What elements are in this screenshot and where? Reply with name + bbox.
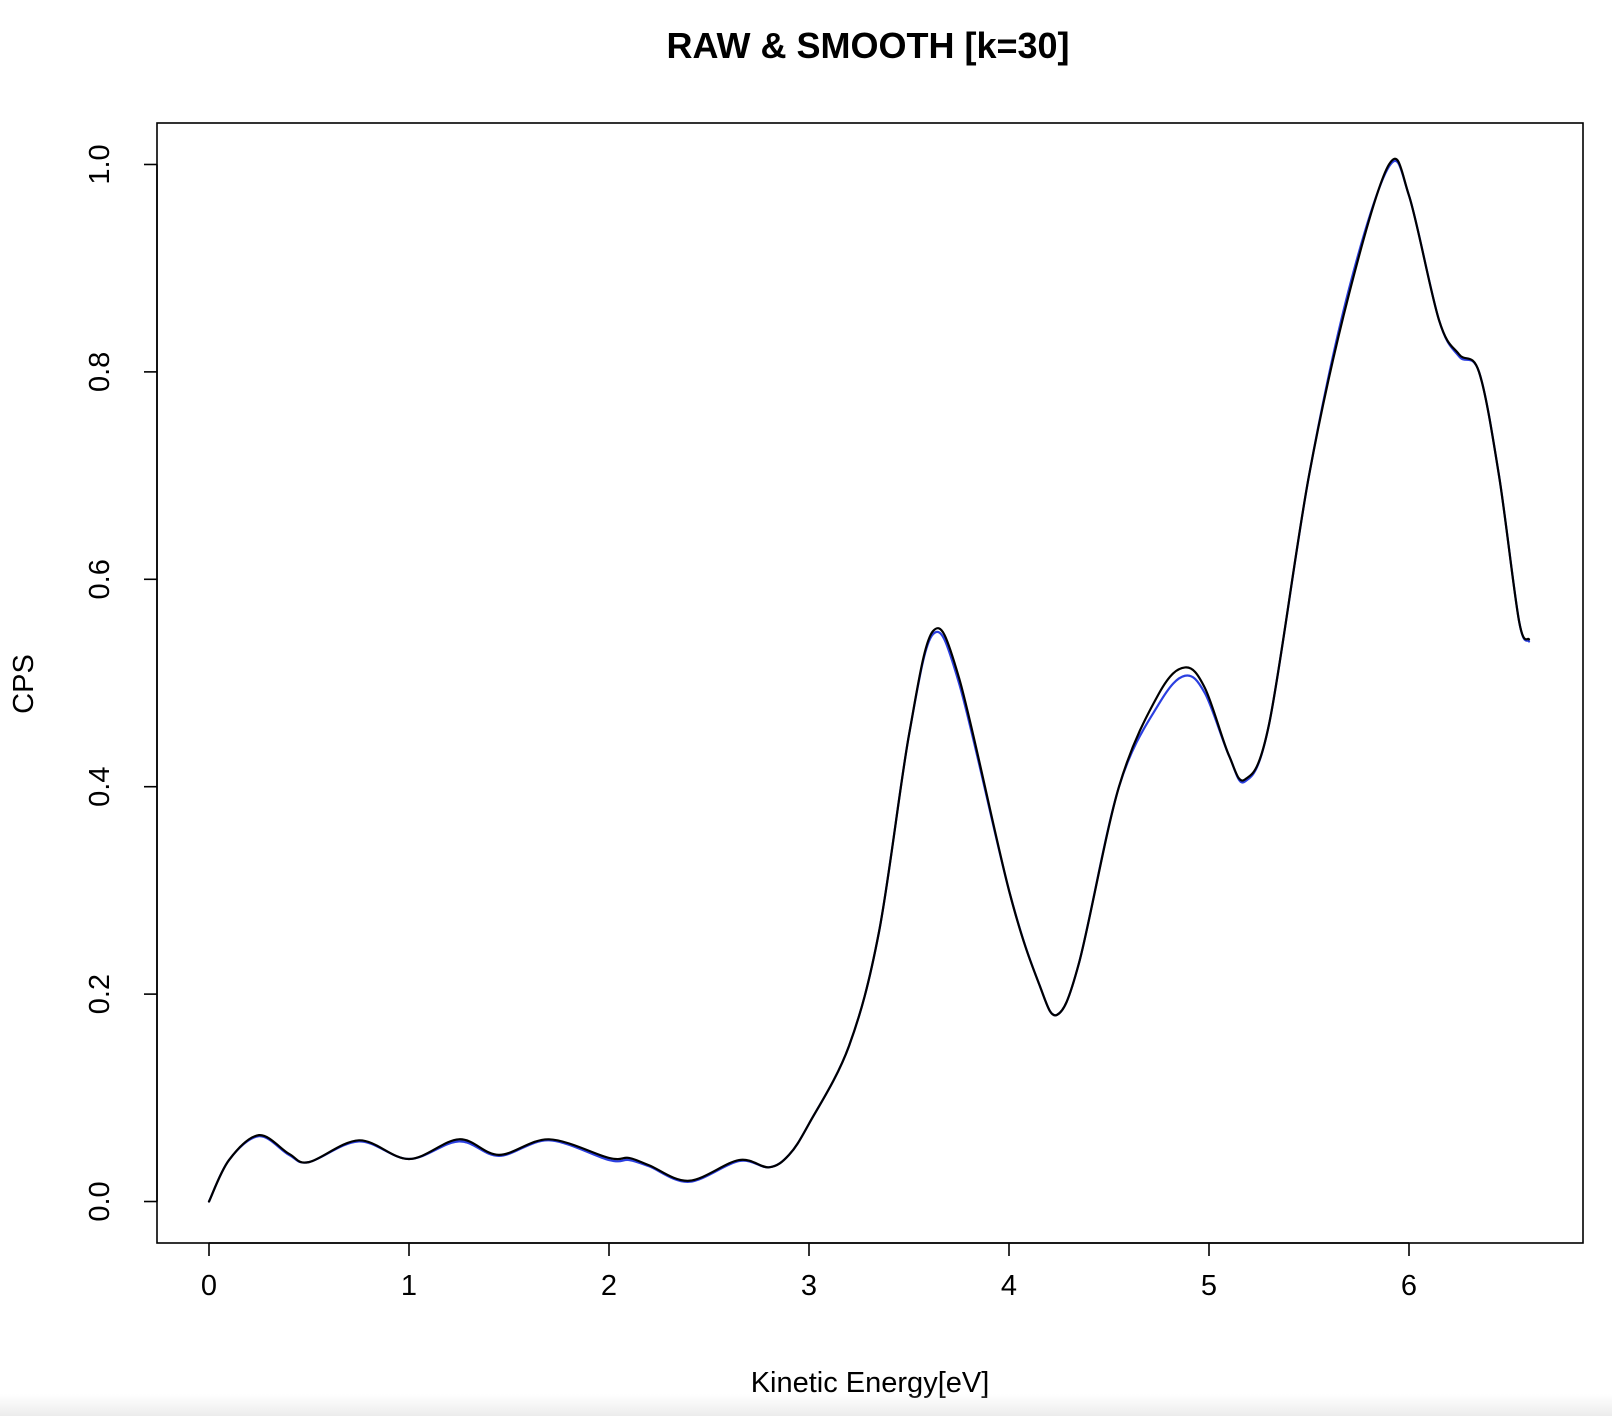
series-line-2 (207, 157, 1531, 1203)
x-axis-label: Kinetic Energy[eV] (751, 1367, 990, 1399)
series-layer (207, 157, 1531, 1203)
y-tick-label: 0.8 (84, 352, 116, 392)
x-tick-label: 3 (801, 1270, 817, 1302)
y-tick-label: 0.4 (84, 767, 116, 807)
x-tick-label: 4 (1001, 1270, 1017, 1302)
y-axis-label: CPS (8, 654, 40, 714)
x-tick-label: 0 (201, 1270, 217, 1302)
y-tick-label: 0.2 (84, 974, 116, 1014)
x-tick-label: 6 (1401, 1270, 1417, 1302)
x-tick-label: 5 (1201, 1270, 1217, 1302)
y-axis: 0.0 0.2 0.4 0.6 0.8 1.0 (84, 144, 158, 1222)
series-line-1 (207, 159, 1531, 1203)
window-bottom-edge (0, 1394, 1612, 1416)
x-tick-label: 2 (601, 1270, 617, 1302)
y-tick-label: 0.0 (84, 1181, 116, 1221)
plot-frame (156, 122, 1584, 1244)
y-tick-label: 1.0 (84, 144, 116, 184)
chart-title: RAW & SMOOTH [k=30] (666, 25, 1069, 66)
y-tick-label: 0.6 (84, 559, 116, 599)
x-tick-label: 1 (401, 1270, 417, 1302)
x-axis: 0 1 2 3 4 5 6 (201, 1242, 1417, 1302)
